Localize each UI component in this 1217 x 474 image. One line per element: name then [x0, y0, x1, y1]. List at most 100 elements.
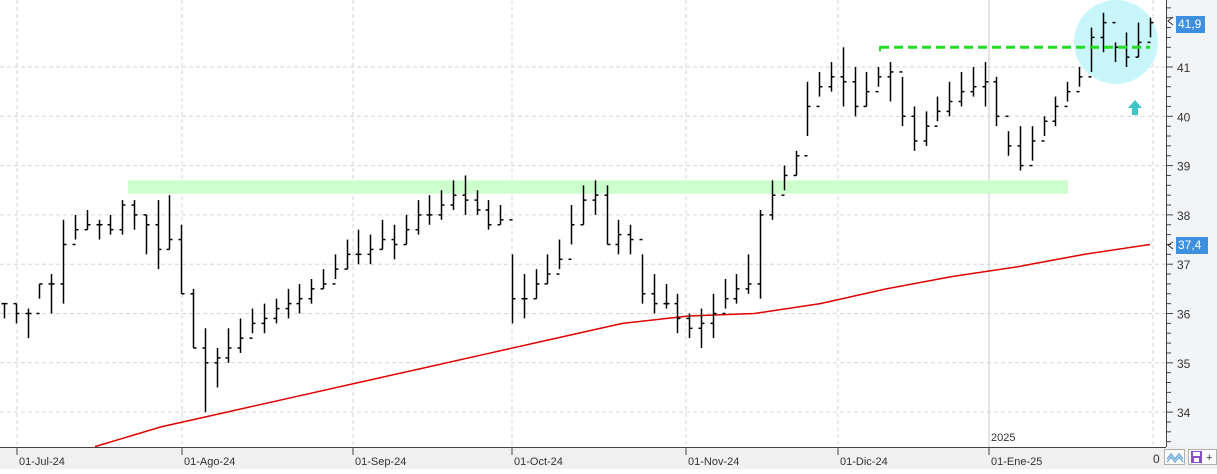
ohlc-bar — [1064, 81, 1071, 108]
ohlc-bar — [48, 274, 55, 314]
year-marker: 2025 — [991, 432, 1016, 444]
y-tick-label: 39 — [1177, 160, 1191, 174]
ohlc-bar — [604, 185, 611, 246]
ohlc-bar — [426, 195, 433, 225]
ohlc-bar — [793, 150, 800, 177]
ohlc-bar — [993, 76, 1000, 127]
ohlc-bar — [686, 313, 693, 339]
last-price-pointer-icon — [1167, 16, 1174, 26]
ohlc-bar — [320, 269, 327, 290]
ohlc-bar — [781, 165, 788, 196]
ohlc-bar — [840, 47, 847, 107]
ohlc-bar — [462, 175, 469, 215]
ohlc-bar — [816, 71, 823, 108]
ohlc-bar — [923, 111, 930, 146]
ohlc-bar — [60, 219, 67, 304]
ohlc-bar — [828, 62, 835, 92]
y-axis-panel — [1166, 0, 1217, 447]
ohlc-bar — [934, 96, 941, 127]
ohlc-bar — [438, 190, 445, 220]
ohlc-bar — [13, 302, 20, 324]
ohlc-bar — [899, 71, 906, 127]
y-tick-label: 35 — [1177, 357, 1191, 371]
ohlc-bar — [25, 308, 32, 339]
y-tick-label: 38 — [1177, 209, 1191, 223]
ohlc-bar — [131, 200, 138, 230]
ohlc-bar — [119, 200, 126, 235]
ohlc-bar — [1088, 27, 1095, 78]
ohlc-bar — [875, 67, 882, 93]
support-resistance-band — [128, 180, 1068, 194]
ohlc-bar — [1, 302, 8, 319]
ohlc-bar — [852, 67, 859, 117]
ohlc-bar — [285, 288, 292, 319]
ohlc-bar — [556, 239, 563, 275]
ohlc-bar — [1041, 116, 1048, 142]
ohlc-bar — [509, 219, 516, 324]
ohlc-bar — [970, 67, 977, 97]
y-tick-label: 36 — [1177, 308, 1191, 322]
ohlc-bar — [1017, 126, 1024, 171]
ohlc-bar — [710, 293, 717, 339]
ohlc-bar — [627, 224, 634, 255]
x-tick-label: 01-Dic-24 — [840, 456, 888, 468]
floppy-save-icon: + — [1191, 451, 1212, 464]
ohlc-bar — [84, 209, 91, 231]
ohlc-bar — [1076, 67, 1083, 93]
x-tick-label: 01-Sep-24 — [355, 456, 406, 468]
ohlc-bar — [355, 229, 362, 265]
ohlc-bar — [202, 328, 209, 413]
y-tick-label: 37 — [1177, 258, 1191, 272]
x-tick-label: 01-Ene-25 — [991, 456, 1042, 468]
ohlc-bar — [982, 62, 989, 107]
ohlc-bar — [415, 200, 422, 235]
ohlc-bar — [485, 200, 492, 230]
x-tick-label: 01-Jul-24 — [19, 456, 65, 468]
svg-text:+: + — [1206, 452, 1212, 464]
ohlc-bar — [403, 214, 410, 246]
y-tick-label: 34 — [1177, 406, 1191, 420]
ohlc-bar — [580, 185, 587, 226]
last-price-label: 41,9 — [1176, 16, 1205, 33]
ohlc-bar — [344, 239, 351, 270]
ohlc-bar — [1005, 115, 1012, 156]
ohlc-bar — [450, 180, 457, 210]
ohlc-bar — [391, 224, 398, 260]
ohlc-bar — [911, 106, 918, 151]
ohlc-bar — [757, 209, 764, 299]
ohlc-bar — [308, 278, 315, 304]
ohlc-bar — [568, 205, 575, 261]
ohlc-bar — [544, 254, 551, 285]
ohlc-bar — [143, 214, 150, 255]
indicator-button[interactable] — [1164, 449, 1185, 465]
ohlc-bar — [769, 180, 776, 220]
ohlc-bar — [663, 283, 670, 309]
ohlc-bar — [733, 274, 740, 304]
zero-label: 0 — [1153, 452, 1160, 466]
ma-pointer-icon — [1167, 241, 1174, 250]
ohlc-bar — [804, 81, 811, 157]
ohlc-bar — [863, 71, 870, 108]
ohlc-bar — [214, 348, 221, 388]
ohlc-bar — [745, 254, 752, 294]
ohlc-bar — [178, 224, 185, 295]
ohlc-bar — [651, 274, 658, 314]
ohlc-bar — [674, 293, 681, 334]
ohlc-bar — [237, 318, 244, 353]
ohlc-bar — [1135, 22, 1142, 58]
ohlc-bar — [1100, 12, 1107, 53]
y-tick-label: 40 — [1177, 110, 1191, 124]
ohlc-bar — [332, 254, 339, 285]
ohlc-bar — [474, 190, 481, 215]
ohlc-bar — [379, 219, 386, 251]
highlight-circle — [1074, 0, 1158, 84]
ohlc-bar — [887, 62, 894, 102]
ohlc-bar — [367, 234, 374, 265]
ohlc-bar — [190, 288, 197, 349]
moving-average-line — [94, 243, 1151, 448]
save-button[interactable]: + — [1188, 449, 1217, 465]
ohlc-bar — [533, 269, 540, 300]
